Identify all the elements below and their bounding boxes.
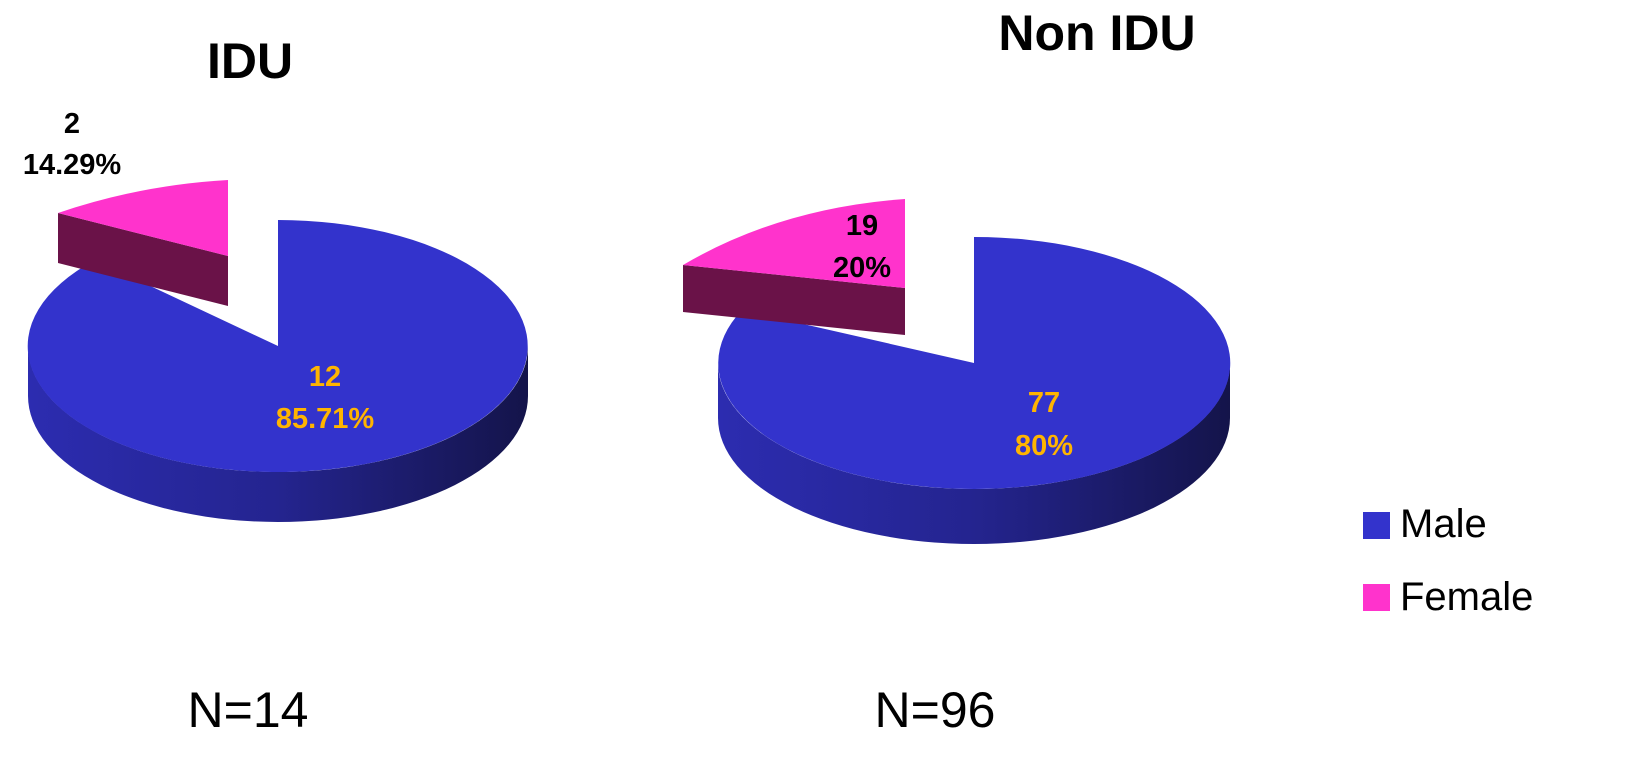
- data-label-female-idu-count: 2: [64, 108, 80, 140]
- data-label-male-idu-percent: 85.71%: [276, 403, 375, 435]
- pie-slice-male-non-idu-top: [718, 236, 1231, 489]
- pie-slice-male-idu: [27, 220, 528, 522]
- legend-label-female: Female: [1400, 575, 1533, 619]
- legend-swatch-male: [1363, 512, 1390, 539]
- pie-slice-female-non-idu-side: [683, 265, 905, 335]
- legend-label-male: Male: [1400, 502, 1487, 546]
- sample-size-idu: N=14: [188, 682, 309, 738]
- pie-title-non-idu: Non IDU: [998, 5, 1195, 61]
- pie-slice-female-idu-top: [58, 180, 228, 256]
- legend-item-male: Male: [1363, 502, 1487, 546]
- legend-swatch-female: [1363, 584, 1390, 611]
- data-label-female-non-idu-count: 19: [846, 210, 878, 242]
- sample-size-non-idu: N=96: [875, 682, 996, 738]
- data-label-female-idu-percent: 14.29%: [23, 149, 122, 181]
- pie-chart-non-idu: Non IDU 77 80% 19 20% N=96: [683, 5, 1231, 738]
- data-label-male-idu-count: 12: [309, 361, 341, 393]
- pie-slice-male-idu-side: [28, 346, 528, 522]
- pie-chart-idu: IDU 12 85.71% 2 14.29% N=14: [23, 33, 528, 738]
- pie-slice-female-idu: [58, 180, 228, 306]
- pie-slice-male-idu-top: [27, 220, 528, 472]
- data-label-male-non-idu-count: 77: [1028, 387, 1060, 419]
- legend-item-female: Female: [1363, 575, 1533, 619]
- pie-slice-female-idu-side: [58, 213, 228, 306]
- pie-slice-male-non-idu: [718, 236, 1231, 544]
- data-label-male-non-idu-percent: 80%: [1015, 430, 1073, 462]
- pie-slice-female-non-idu: [683, 199, 905, 335]
- legend: Male Female: [1363, 502, 1533, 619]
- data-label-female-non-idu-percent: 20%: [833, 252, 891, 284]
- pie-slice-male-non-idu-side: [718, 363, 1230, 544]
- pie-title-idu: IDU: [207, 33, 293, 89]
- pie-slice-female-non-idu-top: [683, 199, 905, 288]
